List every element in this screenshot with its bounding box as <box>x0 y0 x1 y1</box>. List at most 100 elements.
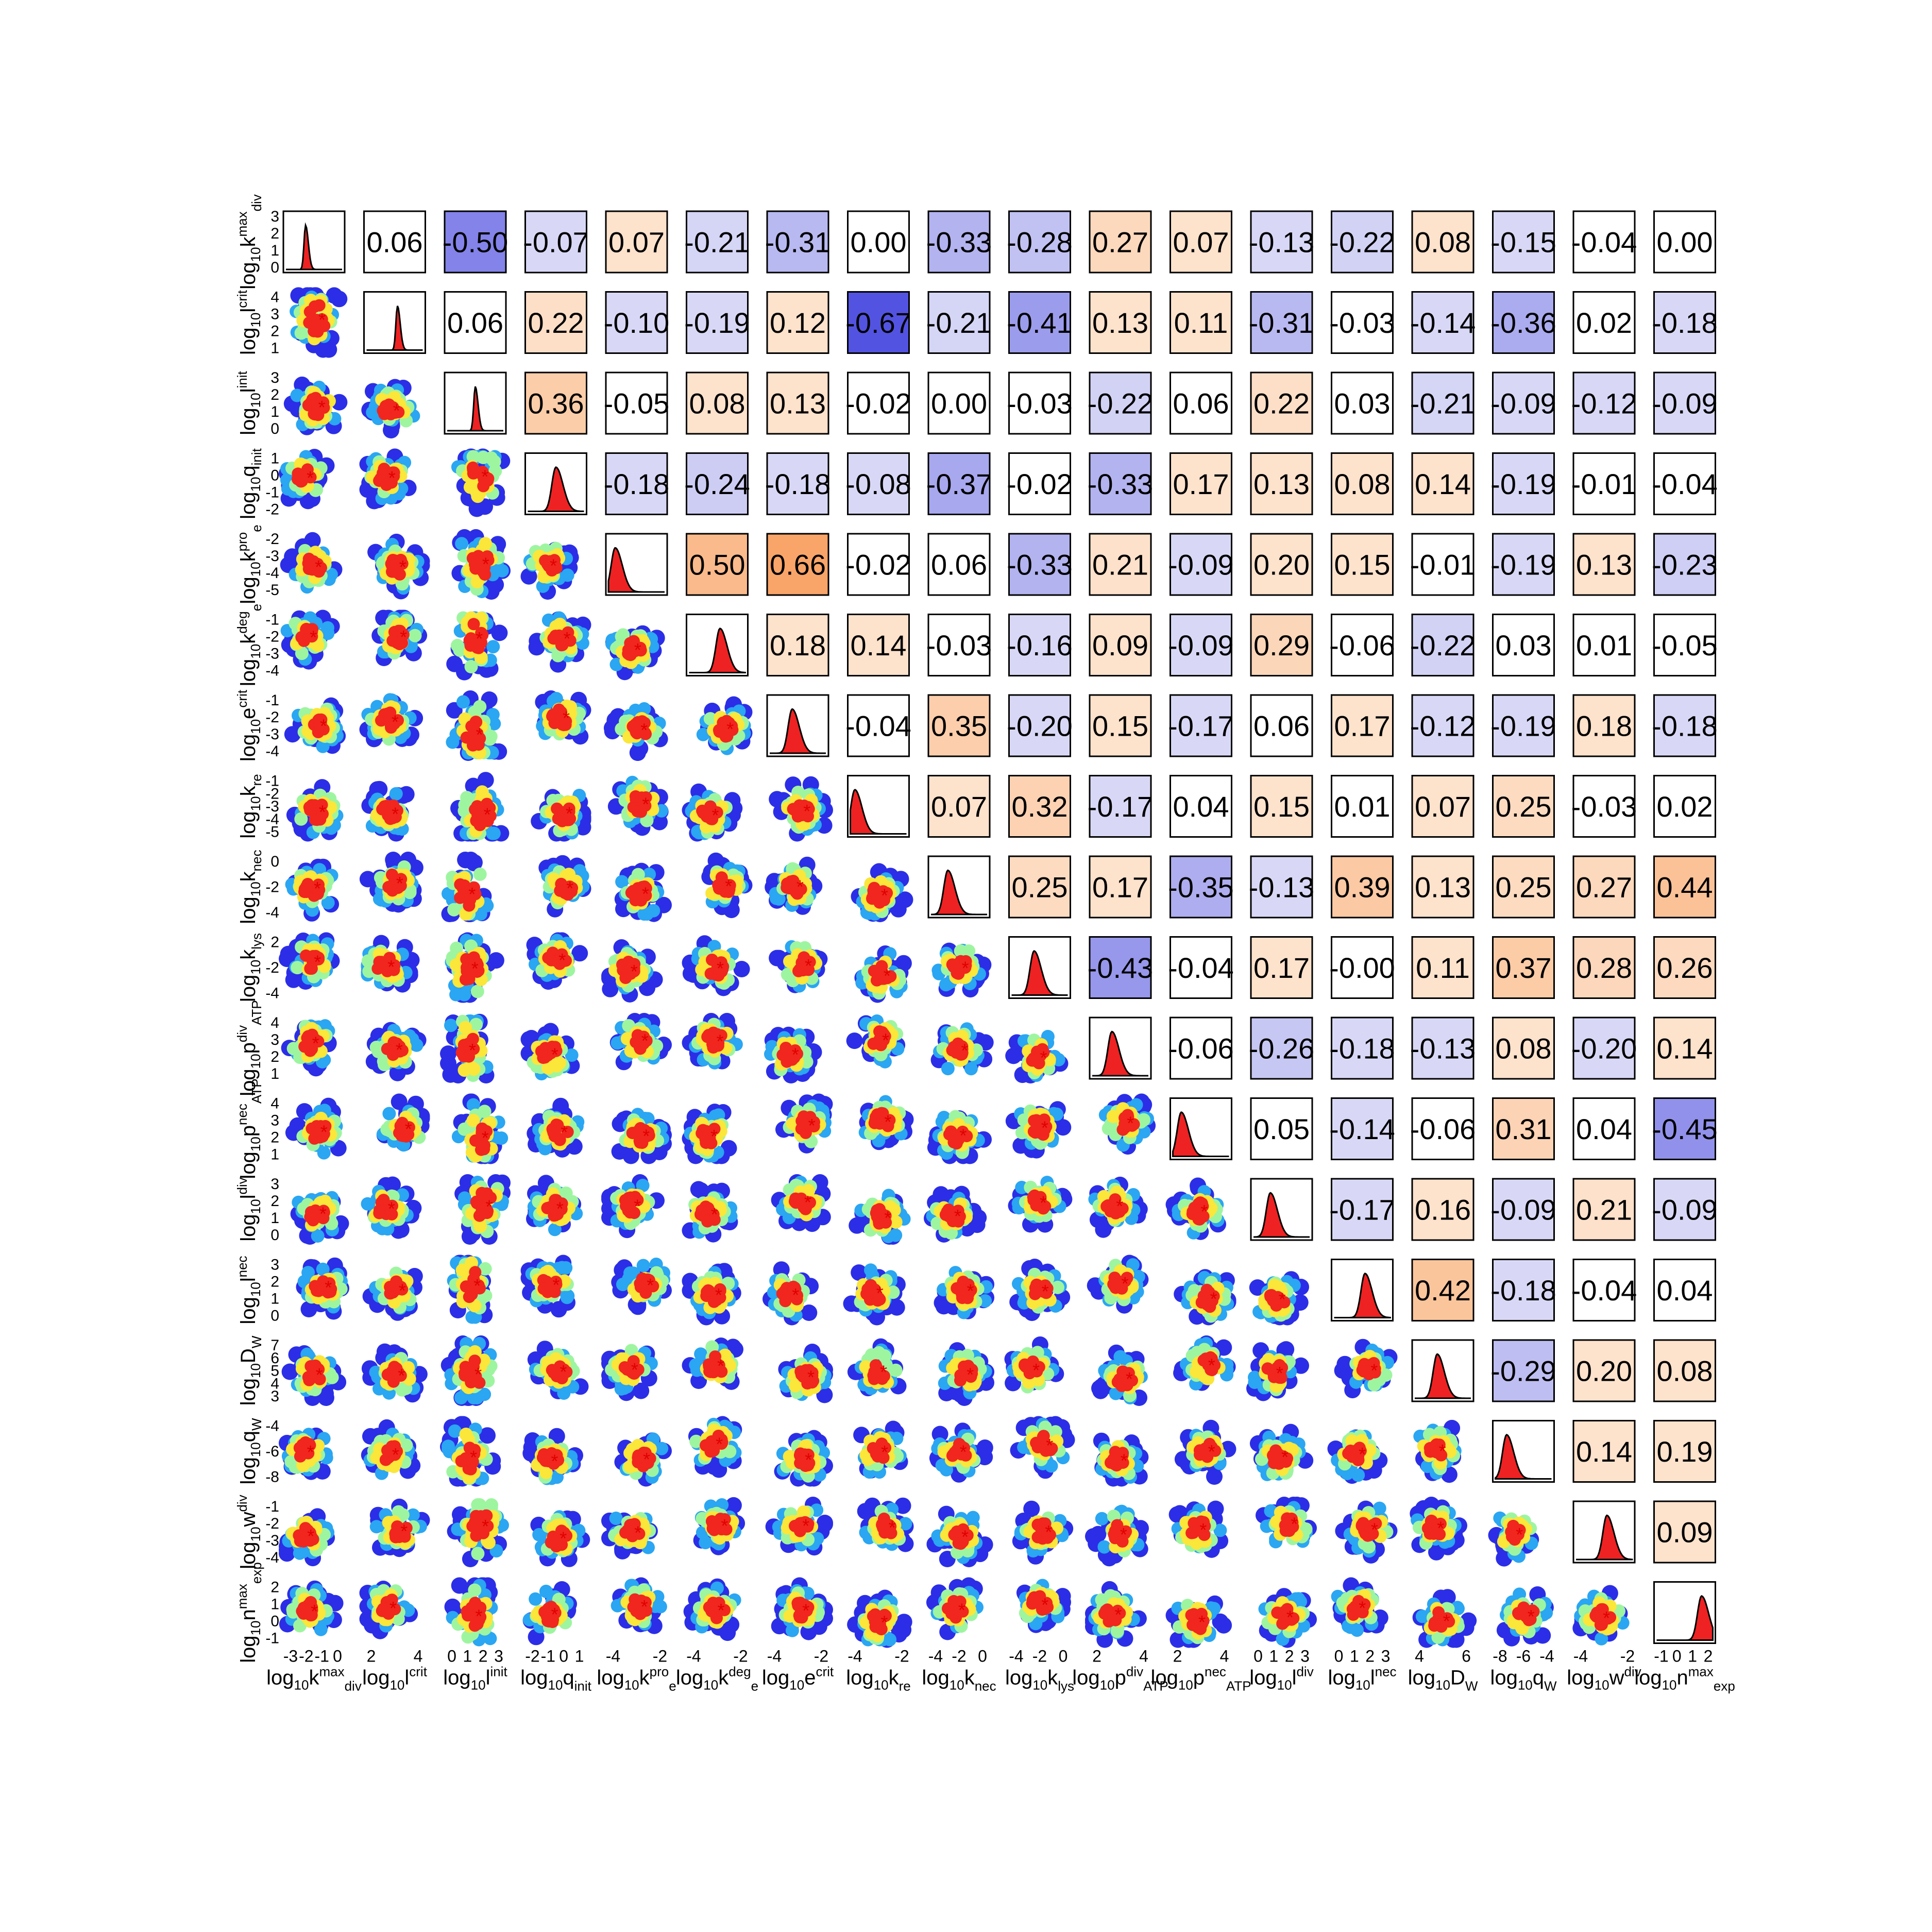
correlation-cell: 0.11 <box>1170 291 1232 354</box>
best-fit-marker: * <box>563 707 570 728</box>
core-points <box>384 882 397 894</box>
best-fit-marker: * <box>882 1029 889 1050</box>
correlation-value: 0.07 <box>1173 226 1229 259</box>
correlation-box <box>605 291 668 354</box>
core-points <box>456 882 469 894</box>
scatter-cell: * <box>450 772 510 842</box>
correlation-cell: -0.31 <box>1249 291 1315 354</box>
correlation-value: 0.07 <box>931 790 987 823</box>
correlation-cell: -0.02 <box>1007 452 1073 515</box>
scatter-cell: * <box>526 932 588 990</box>
correlation-cell: -0.10 <box>604 291 669 354</box>
scatter-cell: * <box>361 1176 422 1239</box>
correlation-cell: -0.50 <box>443 210 508 274</box>
level4-points <box>475 785 489 799</box>
correlation-cell: -0.20 <box>1007 694 1073 757</box>
correlation-cell: -0.09 <box>1168 533 1234 596</box>
density-cell <box>1331 1259 1394 1321</box>
density-cell <box>766 694 829 757</box>
correlation-value: -0.21 <box>684 226 750 259</box>
correlation-cell: -0.20 <box>1571 1016 1637 1080</box>
outer-points <box>733 961 750 977</box>
correlation-value: 0.29 <box>1253 629 1310 662</box>
correlation-cell: -0.09 <box>1490 1178 1556 1241</box>
best-fit-marker: * <box>320 716 327 737</box>
best-fit-marker: * <box>1041 1117 1048 1139</box>
correlation-box <box>1250 855 1313 919</box>
correlation-value: -0.18 <box>604 468 670 500</box>
correlation-box <box>1008 694 1071 757</box>
correlation-box <box>1492 614 1555 676</box>
correlation-box <box>1170 855 1232 919</box>
density-cell <box>1492 1420 1555 1483</box>
core-points <box>455 1046 468 1059</box>
best-fit-marker: * <box>405 1118 412 1140</box>
best-fit-marker: * <box>482 1127 489 1148</box>
correlation-box <box>1089 775 1152 838</box>
correlation-value: 0.21 <box>1576 1194 1632 1226</box>
correlation-cell: 0.17 <box>1089 855 1152 919</box>
correlation-cell: 0.00 <box>1653 210 1716 274</box>
correlation-box <box>444 210 507 274</box>
correlation-box <box>1411 936 1475 999</box>
correlation-value: -0.04 <box>1652 468 1718 500</box>
scatter-cell: * <box>520 1023 580 1080</box>
correlation-cell: -0.19 <box>684 291 750 354</box>
correlation-cell: 0.15 <box>1089 694 1152 757</box>
best-fit-marker: * <box>884 1111 891 1132</box>
correlation-value: 0.09 <box>1092 629 1148 662</box>
correlation-box <box>1250 614 1313 676</box>
correlation-value: -0.18 <box>1652 710 1718 742</box>
level3-points <box>484 451 498 465</box>
outer-points <box>846 1032 863 1049</box>
scatter-cell: * <box>603 702 668 761</box>
correlation-value: -0.03 <box>926 629 992 662</box>
correlation-cell: 0.29 <box>1250 614 1313 676</box>
scatter-cell: * <box>286 779 344 842</box>
correlation-cell: -0.06 <box>1329 614 1395 676</box>
correlation-value: -0.22 <box>1410 629 1476 662</box>
correlation-value: -0.35 <box>1168 871 1234 904</box>
correlation-box <box>1492 291 1555 354</box>
correlation-value: -0.26 <box>1249 1032 1315 1065</box>
correlation-box <box>1653 452 1716 515</box>
correlation-box <box>605 210 668 274</box>
correlation-box <box>1492 1016 1555 1080</box>
correlation-value: 0.44 <box>1657 871 1713 904</box>
correlation-cell: -0.15 <box>1490 210 1556 274</box>
correlation-box <box>1089 855 1152 919</box>
correlation-box <box>1331 936 1394 999</box>
scatter-cell: * <box>930 1022 994 1076</box>
correlation-cell: -0.14 <box>1329 1097 1395 1160</box>
correlation-box <box>524 291 587 354</box>
correlation-cell: -0.01 <box>1571 452 1637 515</box>
correlation-cell: -0.03 <box>1007 371 1073 435</box>
scatter-cell: * <box>279 932 340 990</box>
correlation-cell: -0.09 <box>1652 1178 1718 1241</box>
correlation-cell: -0.33 <box>1007 533 1073 596</box>
density-cell <box>1250 1178 1313 1241</box>
scatter-cell: * <box>441 852 494 922</box>
correlation-box <box>1653 210 1716 274</box>
scatter-cell: * <box>290 1191 349 1245</box>
correlation-cell: -0.08 <box>845 452 911 515</box>
level2-points <box>561 568 574 582</box>
correlation-value: -0.05 <box>1652 629 1718 662</box>
correlation-box <box>444 291 507 354</box>
best-fit-marker: * <box>1040 1047 1047 1069</box>
best-fit-marker: * <box>388 467 396 488</box>
correlation-box <box>1653 533 1716 596</box>
best-fit-marker: * <box>642 794 649 815</box>
correlation-box <box>766 291 829 354</box>
correlation-value: -0.31 <box>1249 307 1315 339</box>
correlation-cell: 0.35 <box>927 694 991 757</box>
correlation-value: -0.17 <box>1088 790 1154 823</box>
correlation-box <box>847 291 910 354</box>
correlation-box <box>1250 1016 1313 1080</box>
scatter-cell: * <box>611 1108 672 1164</box>
scatter-cell: * <box>701 852 753 919</box>
correlation-cell: 0.42 <box>1411 1259 1475 1321</box>
best-fit-marker: * <box>796 876 804 897</box>
correlation-box <box>1008 371 1071 435</box>
correlation-box <box>1411 614 1475 676</box>
